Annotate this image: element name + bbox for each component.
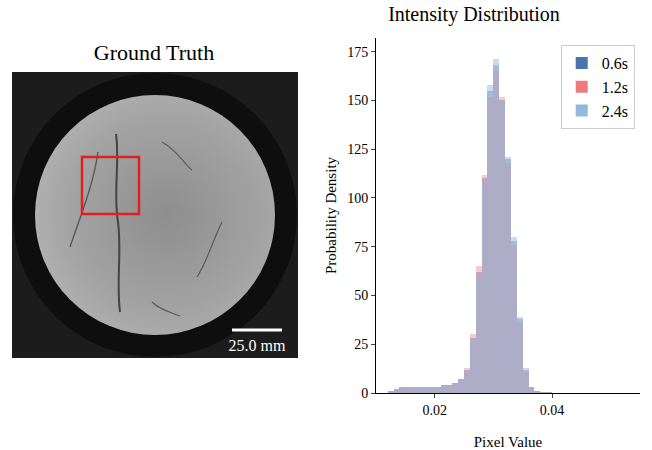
svg-text:125: 125 (347, 142, 368, 157)
svg-text:100: 100 (347, 191, 368, 206)
svg-text:Pixel Value: Pixel Value (474, 434, 543, 450)
svg-text:Intensity Distribution: Intensity Distribution (388, 3, 560, 26)
html-text:Ground Truth: Ground Truth (93, 40, 215, 65)
svg-text:175: 175 (347, 45, 368, 60)
svg-text:Probability Density: Probability Density (323, 156, 339, 274)
svg-text:0.6s: 0.6s (602, 55, 628, 72)
svg-text:150: 150 (347, 93, 368, 108)
svg-text:50: 50 (354, 288, 368, 303)
svg-text:25.0 mm: 25.0 mm (229, 337, 286, 354)
svg-text:1.2s: 1.2s (602, 79, 628, 96)
svg-text:0.02: 0.02 (422, 403, 447, 418)
svg-text:25: 25 (354, 337, 368, 352)
svg-text:0.04: 0.04 (540, 403, 565, 418)
svg-text:75: 75 (354, 240, 368, 255)
svg-text:0: 0 (361, 386, 368, 401)
svg-text:2.4s: 2.4s (602, 103, 628, 120)
